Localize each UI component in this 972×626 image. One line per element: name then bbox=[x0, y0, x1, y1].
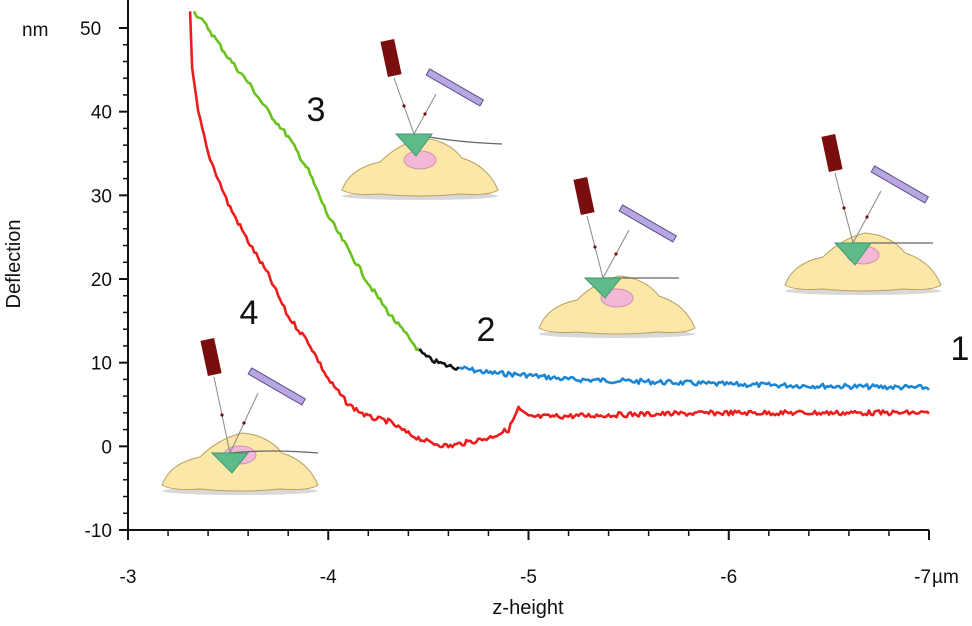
x-axis-title: z-height bbox=[492, 597, 564, 619]
afm-illustration-stage-2 bbox=[538, 176, 696, 338]
afm-illustration-stage-3 bbox=[341, 38, 503, 200]
y-tick-label: 20 bbox=[91, 270, 112, 291]
beam-arrow bbox=[423, 112, 427, 116]
x-ticks: -3 -4 -5 -6 -7 bbox=[120, 530, 931, 588]
laser-source bbox=[573, 176, 595, 216]
cantilever-tip bbox=[583, 277, 623, 299]
photodetector bbox=[247, 367, 307, 406]
laser-source bbox=[200, 337, 222, 377]
beam-arrow bbox=[842, 206, 846, 210]
laser-source bbox=[821, 133, 843, 173]
x-tick-label: -5 bbox=[520, 567, 537, 588]
x-unit-label: µm bbox=[932, 567, 959, 588]
y-tick-label: 40 bbox=[91, 103, 112, 124]
y-ticks: -10 0 10 20 30 40 50 bbox=[80, 19, 128, 542]
series-line-0 bbox=[458, 365, 930, 391]
x-tick-label: -7 bbox=[914, 567, 931, 588]
y-tick-label: 0 bbox=[101, 437, 112, 458]
laser-source bbox=[380, 38, 402, 78]
series-group bbox=[188, 10, 930, 449]
beam-arrow bbox=[614, 252, 618, 256]
cantilever bbox=[229, 450, 319, 454]
cantilever-tip bbox=[394, 133, 433, 157]
stage-label-2: 2 bbox=[477, 311, 496, 349]
x-tick-label: -3 bbox=[120, 567, 137, 588]
beam-arrow bbox=[865, 215, 869, 219]
photodetector bbox=[425, 68, 485, 107]
afm-illustration-stage-4 bbox=[161, 337, 319, 495]
stage-label-4: 4 bbox=[240, 294, 259, 332]
y-tick-label: 30 bbox=[91, 186, 112, 207]
series-line-3 bbox=[188, 11, 930, 449]
afm-illustration-stage-1 bbox=[784, 133, 942, 295]
cantilever-tip bbox=[210, 452, 250, 474]
beam-arrow bbox=[593, 245, 597, 249]
stage-label-3: 3 bbox=[307, 91, 326, 129]
photodetector bbox=[870, 165, 930, 204]
photodetector bbox=[618, 204, 678, 243]
cell-nucleus bbox=[403, 150, 437, 170]
y-axis-title: Deflection bbox=[3, 220, 25, 309]
y-tick-label: 50 bbox=[80, 19, 101, 40]
y-unit-label: nm bbox=[22, 20, 48, 41]
series-line-2 bbox=[192, 10, 420, 352]
series-line-1 bbox=[418, 348, 460, 371]
beam-arrow bbox=[242, 421, 246, 425]
x-tick-label: -4 bbox=[320, 567, 337, 588]
y-tick-label: -10 bbox=[85, 521, 112, 542]
y-tick-label: 10 bbox=[91, 354, 112, 375]
beam-arrow bbox=[220, 413, 224, 417]
cantilever-tip bbox=[833, 242, 872, 266]
x-tick-label: -6 bbox=[720, 567, 737, 588]
stage-label-1: 1 bbox=[951, 330, 970, 368]
beam-arrow bbox=[402, 104, 406, 108]
